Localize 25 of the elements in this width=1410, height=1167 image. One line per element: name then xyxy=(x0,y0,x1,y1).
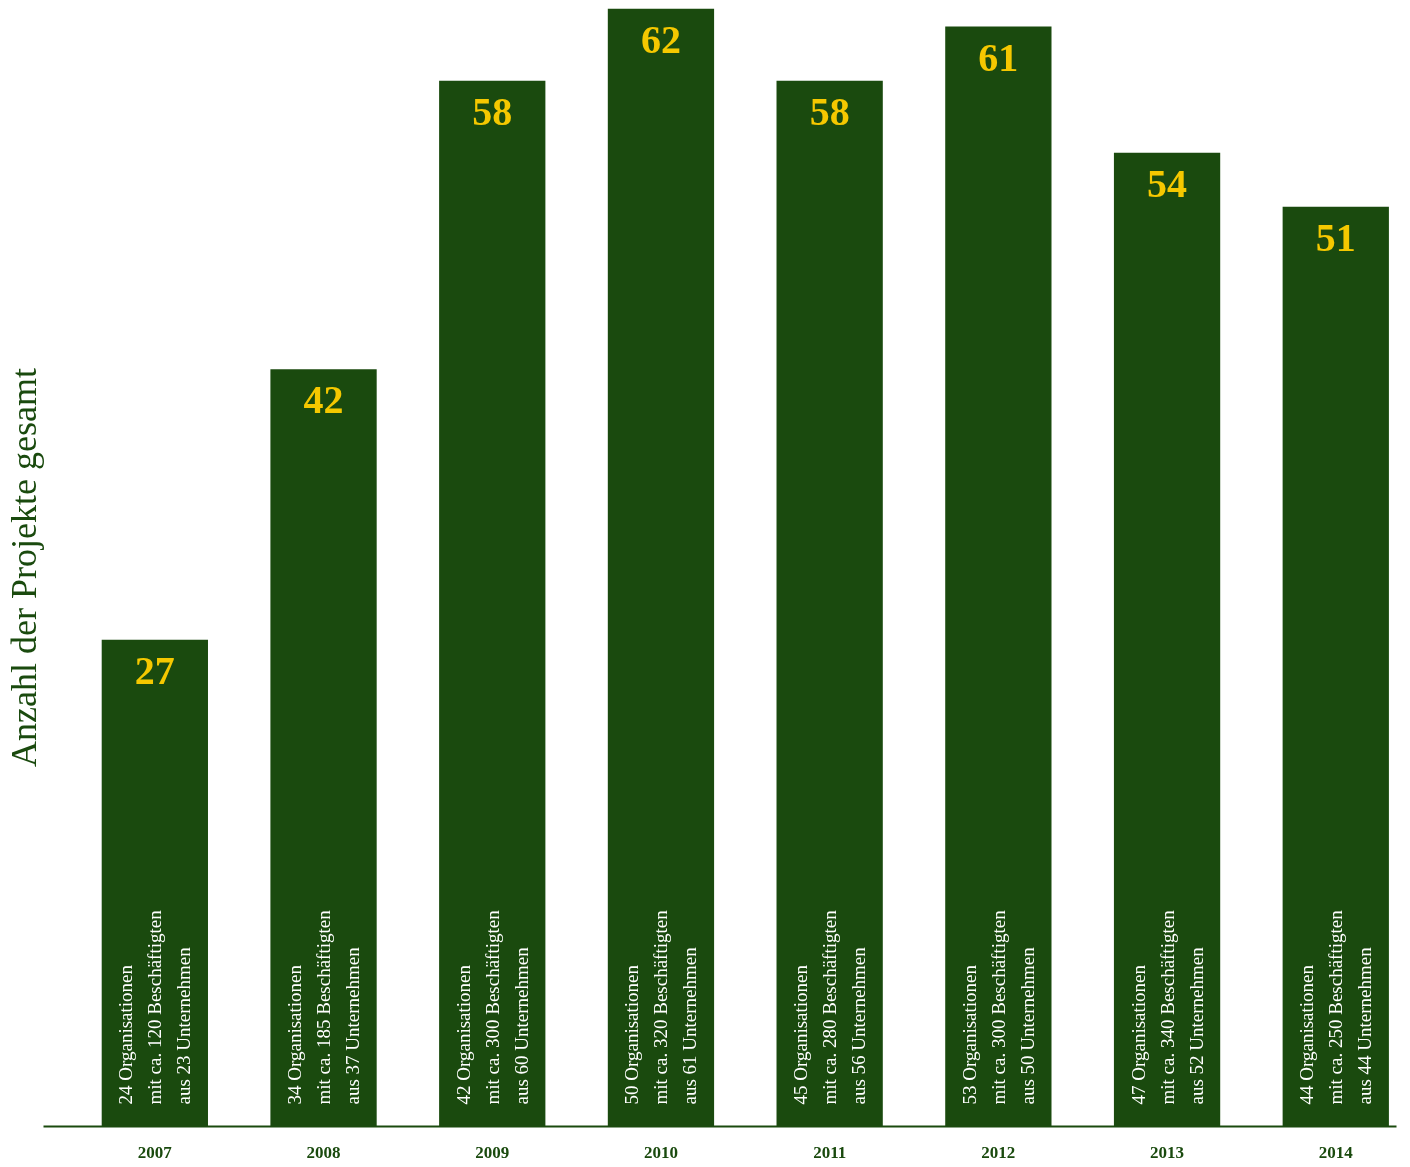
data-label: 51 xyxy=(1315,214,1356,260)
data-label: 42 xyxy=(303,377,344,423)
x-tick-label: 2013 xyxy=(1150,1142,1185,1162)
x-tick-label: 2011 xyxy=(813,1142,847,1162)
annotation: 44 Organisationen mit ca. 250 Beschäftigten aus 44 Unternehmen xyxy=(1296,909,1376,1105)
annotation: 47 Organisationen mit ca. 340 Beschäftigten aus 52 Unternehmen xyxy=(1127,909,1207,1105)
data-label: 58 xyxy=(809,88,850,134)
x-tick-label: 2007 xyxy=(137,1142,173,1162)
x-tick-label: 2010 xyxy=(643,1142,678,1162)
x-tick-label: 2008 xyxy=(306,1142,341,1162)
data-label: 58 xyxy=(472,88,513,134)
y-axis-title: Anzahl der Projekte gesamt xyxy=(3,368,44,767)
annotation: 50 Organisationen mit ca. 320 Beschäftigten aus 61 Unternehmen xyxy=(621,909,701,1105)
annotation: 53 Organisationen mit ca. 300 Beschäftigten aus 50 Unternehmen xyxy=(958,909,1038,1105)
annotation: 45 Organisationen mit ca. 280 Beschäftigten aus 56 Unternehmen xyxy=(790,909,870,1105)
x-tick-label: 2014 xyxy=(1318,1142,1354,1162)
data-label: 61 xyxy=(978,34,1019,80)
annotation: 24 Organisationen mit ca. 120 Beschäftigten aus 23 Unternehmen xyxy=(115,909,195,1105)
x-tick-label: 2012 xyxy=(981,1142,1016,1162)
data-label: 54 xyxy=(1147,160,1188,206)
annotation: 42 Organisationen mit ca. 300 Beschäftigten aus 60 Unternehmen xyxy=(452,909,532,1105)
data-label: 27 xyxy=(134,647,175,693)
annotation: 34 Organisationen mit ca. 185 Beschäftigten aus 37 Unternehmen xyxy=(284,909,364,1105)
data-label: 62 xyxy=(640,16,681,62)
x-tick-label: 2009 xyxy=(475,1142,510,1162)
